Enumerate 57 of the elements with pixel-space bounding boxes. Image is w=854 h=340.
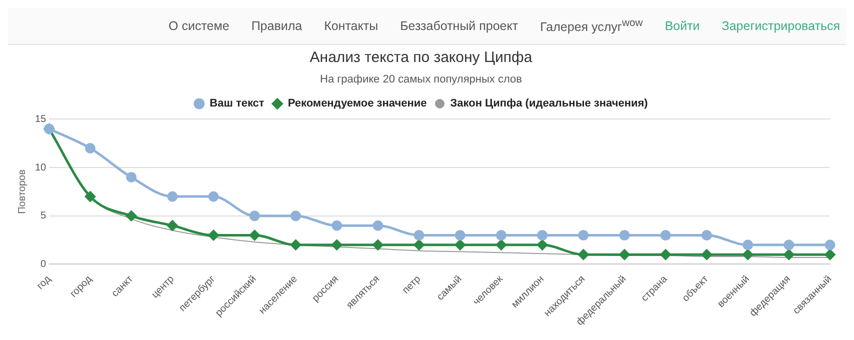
- chart-title: Анализ текста по закону Ципфа: [310, 49, 533, 66]
- point: [660, 249, 671, 260]
- point: [84, 191, 96, 202]
- y-tick-label: 10: [35, 162, 47, 174]
- point: [332, 220, 342, 231]
- point: [742, 240, 754, 250]
- point: [742, 249, 754, 260]
- point: [701, 249, 712, 260]
- point: [167, 220, 178, 231]
- point: [578, 249, 589, 260]
- point: [84, 142, 96, 154]
- point: [537, 230, 548, 240]
- point: [824, 240, 836, 250]
- chart-subtitle: На графике 20 самых популярных слов: [320, 74, 522, 86]
- point: [454, 240, 466, 250]
- text: Беззаботный проект: [400, 19, 518, 33]
- point: [784, 240, 794, 250]
- point: [414, 240, 424, 250]
- text: Галерея услуг$^{wow}$: [540, 18, 643, 34]
- point: [126, 210, 137, 222]
- point: [126, 172, 137, 182]
- point: [208, 191, 219, 202]
- point: [660, 230, 671, 240]
- point: [167, 191, 178, 202]
- point: [372, 220, 384, 231]
- y-tick-label: 15: [35, 114, 47, 125]
- point: [249, 230, 260, 240]
- x-tick-label: год: [35, 274, 54, 292]
- point: [537, 240, 548, 250]
- text: О системе: [168, 19, 230, 33]
- point: [578, 230, 589, 240]
- point: [496, 230, 506, 240]
- text: Зарегистрироваться: [722, 19, 840, 33]
- legend-label: Рекомендуемое значение: [288, 98, 427, 110]
- legend-label: Ваш текст: [210, 98, 265, 110]
- point: [454, 230, 466, 240]
- x-tick-label: петр: [400, 273, 424, 296]
- point: [290, 240, 301, 250]
- point: [332, 240, 342, 250]
- point: [824, 249, 836, 260]
- point: [372, 240, 384, 250]
- legend-label: Закон Ципфа (идеальные значения): [450, 98, 648, 110]
- point: [249, 210, 260, 222]
- y-tick-label: 0: [40, 259, 47, 270]
- point: [619, 249, 630, 260]
- point: [414, 230, 424, 240]
- point: [208, 230, 219, 240]
- y-axis-title: Повторов: [16, 170, 28, 214]
- text: Правила: [251, 19, 302, 33]
- y-tick-label: 5: [40, 210, 47, 222]
- point: [496, 240, 506, 250]
- text: Войти: [664, 19, 700, 33]
- point: [290, 210, 301, 222]
- point: [784, 249, 794, 260]
- point: [619, 230, 630, 240]
- point: [701, 230, 712, 240]
- text: Контакты: [324, 19, 378, 33]
